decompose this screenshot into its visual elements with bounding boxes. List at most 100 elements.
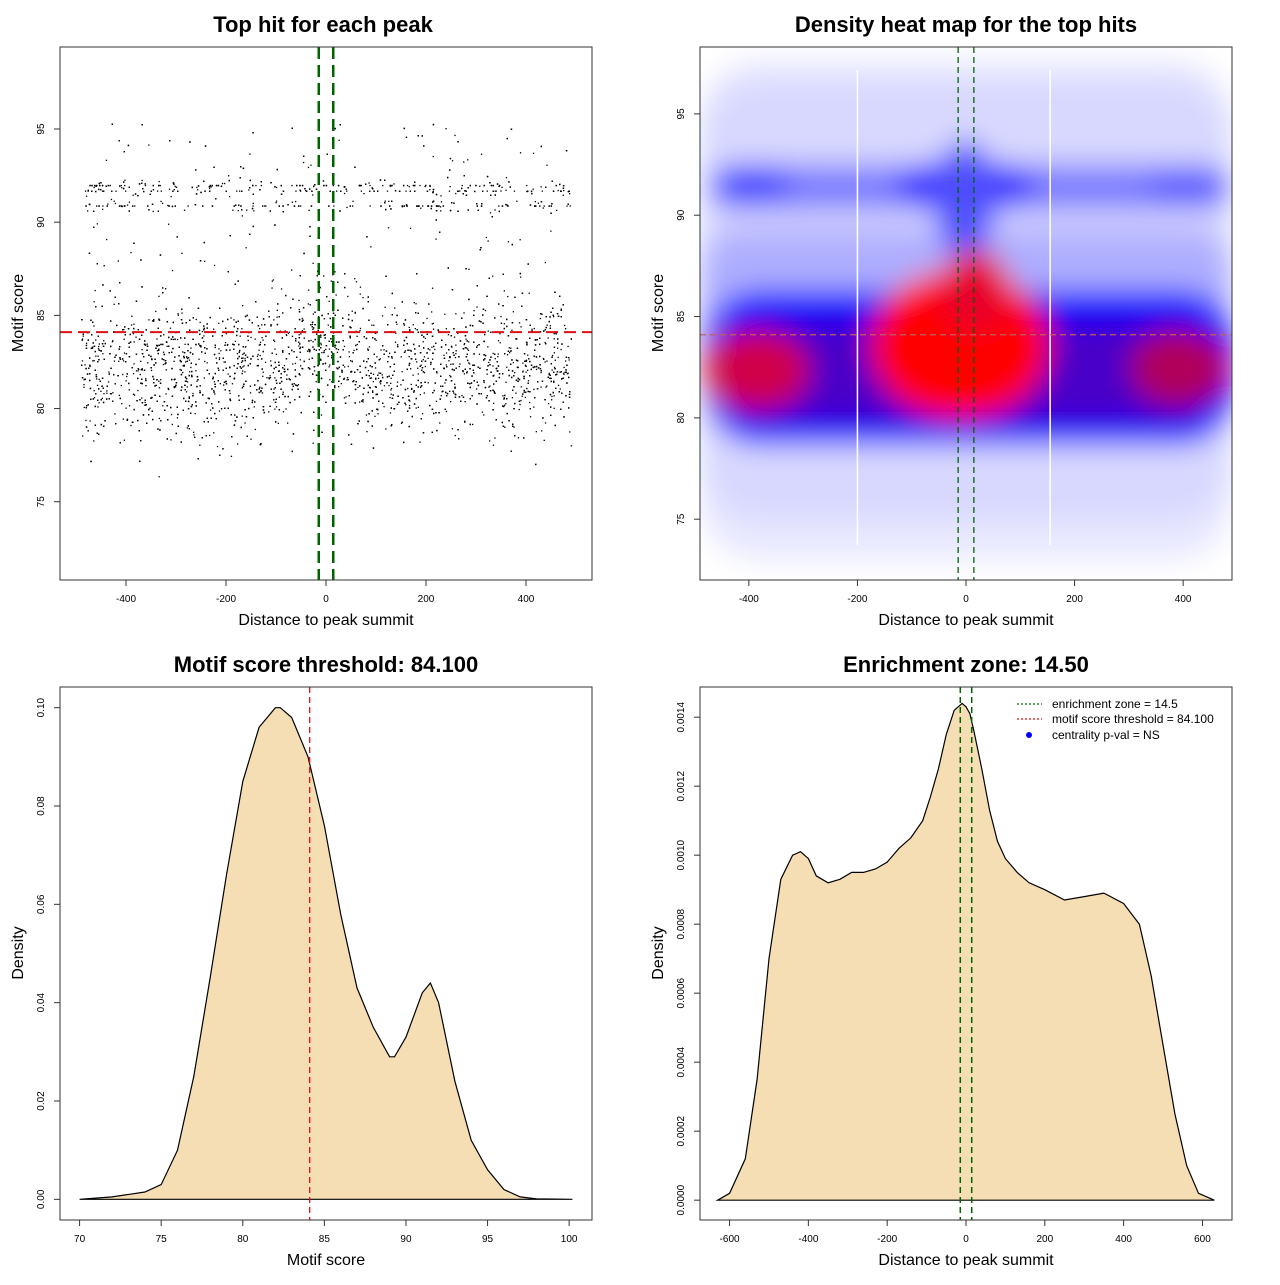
scatter-point	[182, 351, 184, 353]
scatter-point	[450, 401, 452, 403]
scatter-point	[85, 426, 88, 428]
scatter-point	[415, 397, 417, 400]
scatter-point	[381, 374, 383, 376]
scatter-point	[509, 352, 511, 354]
scatter-point	[254, 401, 256, 403]
scatter-point	[409, 227, 412, 229]
scatter-point	[329, 317, 331, 320]
scatter-point	[425, 184, 427, 187]
scatter-point	[550, 311, 552, 313]
scatter-point	[549, 325, 551, 327]
scatter-point	[162, 363, 165, 366]
scatter-point	[195, 401, 197, 403]
scatter-point	[177, 314, 179, 316]
scatter-point	[469, 184, 471, 187]
scatter-point	[135, 336, 137, 338]
scatter-point	[180, 319, 183, 321]
scatter-point	[164, 363, 166, 365]
scatter-point	[93, 440, 95, 442]
scatter-point	[146, 345, 149, 347]
scatter-point	[479, 367, 481, 369]
scatter-point	[502, 425, 505, 427]
scatter-point	[341, 369, 343, 372]
scatter-point	[549, 374, 551, 376]
scatter-point	[432, 155, 434, 158]
scatter-point	[546, 324, 548, 326]
scatter-point	[371, 187, 373, 189]
scatter-point	[458, 396, 461, 398]
scatter-point	[403, 127, 405, 130]
scatter-point	[370, 246, 372, 248]
scatter-point	[216, 445, 219, 448]
scatter-point	[251, 322, 253, 324]
scatter-point	[494, 317, 496, 319]
scatter-point	[170, 413, 173, 416]
scatter-point	[273, 399, 275, 401]
scatter-point	[141, 378, 143, 380]
scatter-point	[376, 356, 378, 358]
scatter-point	[90, 460, 92, 463]
scatter-point	[284, 370, 286, 373]
scatter-point	[274, 340, 276, 343]
scatter-point	[182, 409, 184, 411]
scatter-point	[525, 360, 527, 362]
scatter-point	[339, 356, 342, 358]
scatter-point	[477, 209, 479, 211]
scatter-point	[352, 205, 354, 207]
scatter-point	[243, 365, 245, 367]
scatter-point	[183, 209, 186, 211]
scatter-point	[126, 373, 128, 375]
scatter-point	[549, 316, 551, 318]
scatter-point	[113, 331, 115, 333]
scatter-point	[515, 392, 517, 394]
scatter-point	[484, 386, 487, 389]
scatter-point	[236, 353, 239, 355]
scatter-point	[81, 377, 84, 379]
scatter-point	[179, 359, 181, 362]
scatter-point	[167, 387, 169, 390]
scatter-point	[540, 313, 542, 315]
scatter-point	[94, 424, 96, 426]
scatter-point	[96, 223, 98, 225]
scatter-point	[464, 401, 466, 403]
scatter-point	[349, 326, 351, 328]
scatter-point	[249, 233, 251, 235]
scatter-point	[453, 369, 455, 371]
scatter-point	[497, 356, 499, 358]
scatter-point	[242, 353, 244, 355]
scatter-point	[204, 347, 206, 349]
scatter-point	[151, 410, 153, 412]
scatter-point	[160, 190, 162, 192]
scatter-point	[448, 360, 450, 362]
scatter-point	[420, 386, 422, 388]
scatter-point	[296, 356, 298, 358]
scatter-point	[476, 203, 478, 205]
scatter-point	[428, 303, 430, 305]
scatter-point	[400, 356, 402, 358]
scatter-point	[463, 161, 465, 163]
scatter-point	[91, 346, 94, 348]
scatter-point	[141, 182, 143, 184]
scatter-point	[512, 361, 514, 364]
scatter-point	[422, 341, 424, 343]
scatter-point	[159, 184, 161, 187]
scatter-point	[119, 358, 122, 360]
scatter-point	[182, 371, 184, 374]
scatter-point	[441, 339, 443, 341]
scatter-point	[135, 353, 138, 355]
scatter-point	[140, 369, 142, 371]
scatter-point	[312, 328, 314, 330]
scatter-point	[534, 201, 536, 203]
scatter-point	[178, 355, 180, 357]
scatter-point	[478, 344, 480, 346]
scatter-point	[559, 295, 561, 297]
scatter-point	[259, 444, 262, 446]
scatter-point	[250, 358, 252, 360]
scatter-point	[119, 397, 121, 400]
scatter-point	[361, 377, 363, 379]
scatter-point	[274, 408, 276, 410]
scatter-point	[175, 384, 177, 386]
scatter-point	[492, 365, 494, 367]
scatter-point	[83, 378, 85, 381]
scatter-point	[298, 396, 301, 398]
